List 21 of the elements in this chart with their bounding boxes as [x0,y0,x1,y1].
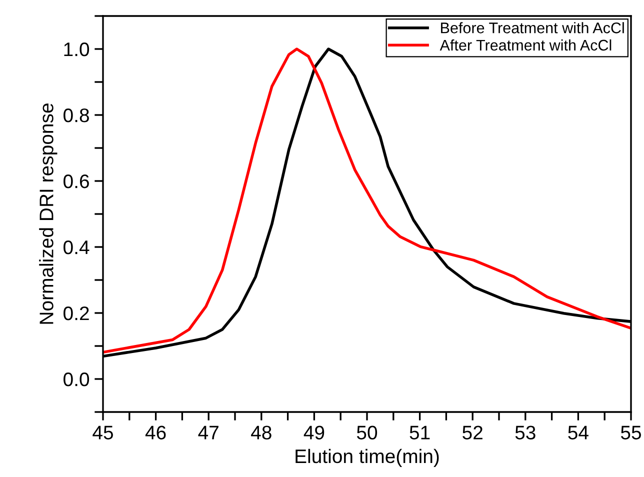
x-tick-label: 49 [304,426,324,440]
x-tick-label: 50 [356,426,378,440]
x-tick-label: 54 [568,426,588,440]
x-tick-label: 45 [92,426,113,440]
x-tick-label: 53 [515,426,536,440]
x-tick-label: 46 [145,426,166,440]
x-tick-label: 51 [410,426,430,440]
x-axis-title: Elution time(min) [296,448,439,467]
y-tick-label: 0.0 [64,372,90,386]
y-tick-label: 0.8 [64,108,89,122]
x-tick-label: 48 [251,426,272,440]
x-tick-label: 47 [198,426,218,440]
y-tick-label: 1.0 [64,42,90,56]
y-tick-label: 0.4 [64,240,90,254]
y-tick-label: 0.6 [64,174,89,188]
y-axis-title: Normalized DRI response [39,104,58,324]
x-tick-label: 55 [620,426,641,440]
y-tick-label: 0.2 [64,306,89,320]
legend-label: After Treatment with AcCl [440,39,612,51]
x-tick-label: 52 [462,426,482,440]
legend-label: Before Treatment with AcCl [441,22,624,34]
